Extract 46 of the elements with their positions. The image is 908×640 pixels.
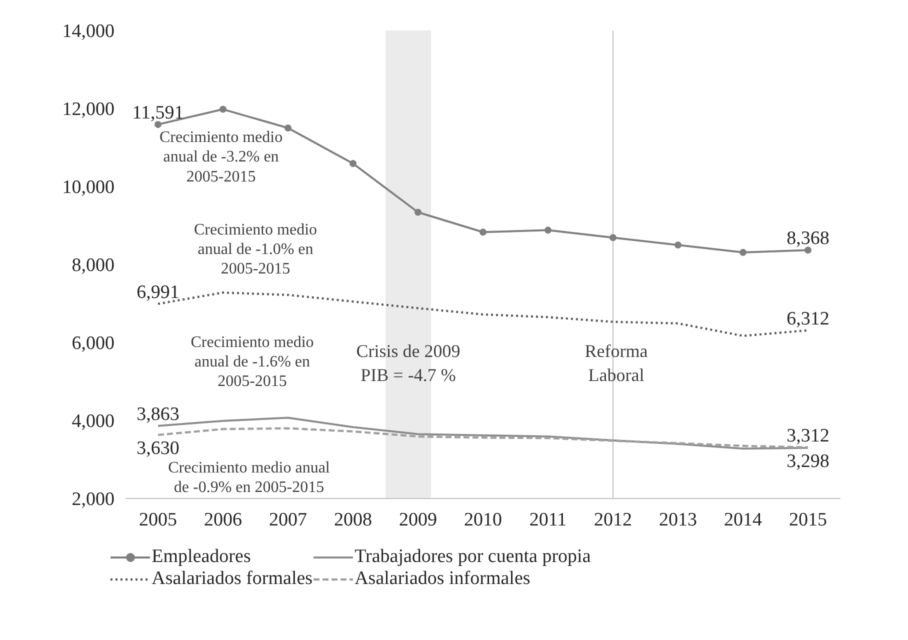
legend-label: Empleadores: [152, 546, 251, 568]
x-tick-label: 2013: [659, 510, 697, 530]
y-tick-label: 10,000: [62, 177, 114, 198]
data-label: 6,312: [786, 308, 830, 330]
data-label: 3,630: [136, 438, 180, 459]
data-label: 3,312: [786, 425, 830, 446]
x-tick-label: 2007: [269, 510, 307, 530]
x-tick-label: 2005: [139, 510, 177, 530]
x-tick-label: 2009: [399, 510, 437, 530]
point: [414, 208, 422, 216]
point: [350, 160, 356, 167]
data-label: 11,591: [132, 102, 184, 124]
annotation: Crecimiento medio anual de -1.0% en 2005-2015: [194, 222, 318, 278]
data-label: 3,863: [136, 404, 180, 425]
data-label: 8,368: [786, 228, 830, 250]
x-tick-label: 2014: [724, 510, 762, 530]
point: [480, 228, 486, 236]
y-tick-label: 4,000: [72, 411, 114, 432]
y-tick-label: 8,000: [72, 255, 114, 276]
x-tick-label: 2010: [464, 510, 502, 530]
point: [284, 124, 292, 132]
x-tick-label: 2015: [789, 510, 827, 530]
x-tick-label: 2008: [334, 510, 372, 530]
point: [610, 234, 616, 242]
band-label: Crisis de 2009 PIB = -4.7 %: [356, 340, 460, 385]
y-tick-label: 2,000: [72, 489, 114, 510]
point: [220, 106, 226, 113]
annotation: Crecimiento medio anual de -0.9% en 2005-2015: [168, 460, 330, 496]
legend-label: Asalariados formales: [152, 568, 313, 590]
point: [740, 248, 746, 256]
x-tick-label: 2006: [204, 510, 242, 530]
annotation: Crecimiento medio anual de -3.2% en 2005-2015: [160, 129, 283, 186]
point: [804, 246, 812, 254]
x-tick-label: 2011: [529, 510, 567, 530]
annotation: Crecimiento medio anual de -1.6% en 2005-2015: [190, 334, 314, 390]
legend-label: Trabajadores por cuenta propia: [354, 546, 591, 568]
data-label: 3,298: [786, 450, 830, 472]
data-label: 6,991: [136, 282, 180, 303]
y-tick-label: 12,000: [62, 99, 114, 120]
ref-line-label: Reforma Laboral: [584, 340, 648, 385]
x-tick-label: 2012: [594, 510, 632, 530]
legend-label: Asalariados informales: [354, 568, 530, 590]
point: [544, 226, 552, 234]
y-tick-label: 14,000: [62, 21, 114, 42]
y-tick-label: 6,000: [72, 333, 114, 354]
point: [674, 242, 682, 248]
